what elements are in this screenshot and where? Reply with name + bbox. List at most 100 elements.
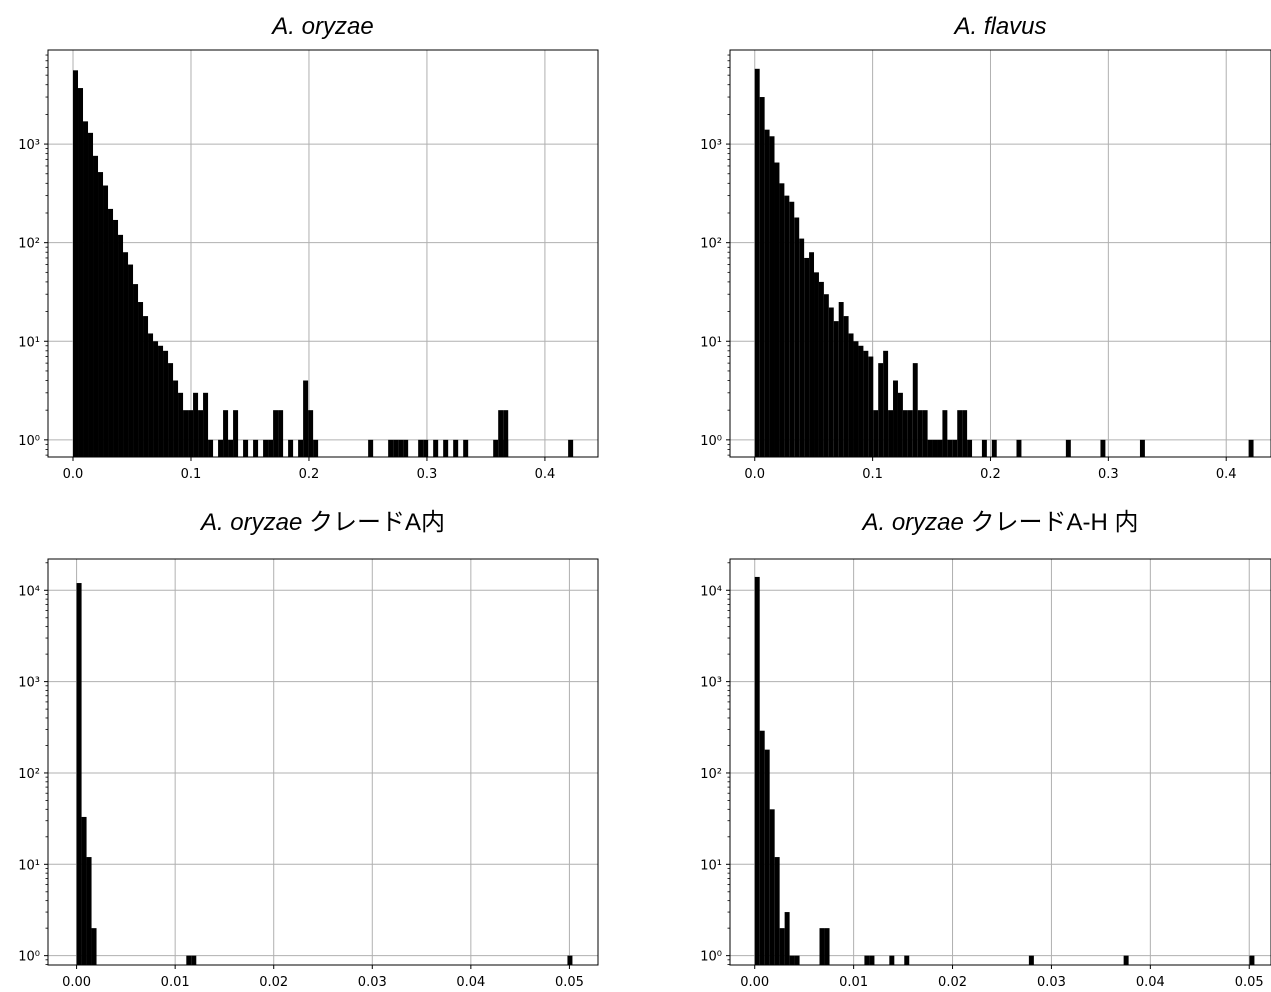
histogram-bar-1-9 <box>118 234 124 457</box>
histogram-bar-2-12 <box>814 272 819 457</box>
y-tick-label-4-4: 10⁴ <box>700 584 722 599</box>
histogram-bar-2-11 <box>809 252 815 457</box>
y-tick-label-1-2: 10² <box>18 237 40 252</box>
y-tick-label-3-4: 10⁴ <box>18 584 40 599</box>
histogram-bar-1-39 <box>298 439 304 457</box>
x-tick-label-2-3: 0.3 <box>1098 467 1119 482</box>
histogram-bar-2-21 <box>858 345 864 457</box>
histogram-bar-1-24 <box>193 392 199 457</box>
histogram-bar-1-17 <box>158 345 164 457</box>
histogram-bar-1-56 <box>503 410 509 457</box>
x-tick-label-4-0: 0.00 <box>740 975 769 990</box>
histogram-bar-1-4 <box>93 155 99 457</box>
histogram-bar-1-53 <box>463 439 469 457</box>
histogram-bar-1-27 <box>208 439 214 457</box>
histogram-bar-2-24 <box>873 410 879 457</box>
histogram-bar-1-55 <box>498 410 504 457</box>
histogram-bar-1-30 <box>228 439 234 457</box>
histogram-bar-2-41 <box>957 410 963 457</box>
histogram-bar-2-48 <box>1100 439 1106 457</box>
chart-panel-3: 0.00 0.01 0.02 0.03 0.04 0.05 10⁰ 10¹ 10² 10³ 10⁴ A… <box>18 509 599 990</box>
histogram-bar-3-3 <box>91 928 97 965</box>
histogram-bar-1-22 <box>183 410 189 457</box>
histogram-bar-4-10 <box>824 928 830 965</box>
histogram-bar-1-38 <box>288 439 294 457</box>
x-tick-label-3-3: 0.03 <box>358 975 387 990</box>
histogram-bar-2-17 <box>838 302 844 457</box>
histogram-bar-1-3 <box>88 132 94 458</box>
histogram-bar-4-14 <box>904 955 910 965</box>
histogram-bar-1-5 <box>98 172 104 458</box>
histogram-bar-1-36 <box>273 410 279 457</box>
histogram-bar-2-32 <box>912 363 918 457</box>
histogram-bar-2-8 <box>794 217 800 457</box>
histogram-bar-2-14 <box>823 294 829 457</box>
x-tick-label-3-5: 0.05 <box>555 975 584 990</box>
histogram-bar-3-4 <box>186 955 192 965</box>
histogram-bar-1-7 <box>108 208 114 457</box>
histogram-bar-1-21 <box>178 392 184 457</box>
histogram-bar-2-13 <box>818 281 824 457</box>
histogram-bar-1-37 <box>278 410 284 457</box>
histogram-bar-1-42 <box>313 439 319 457</box>
histogram-bar-4-5 <box>779 928 785 965</box>
histogram-bar-2-15 <box>828 307 834 457</box>
histogram-bar-4-2 <box>764 749 770 965</box>
x-tick-label-2-1: 0.1 <box>862 467 883 482</box>
histogram-bar-1-28 <box>218 439 224 457</box>
chart-panel-2: 0.0 0.1 0.2 0.3 0.4 10⁰ 10¹ 10² 10³ A. flavus <box>700 13 1271 482</box>
chart-title-3: A. oryzae クレードA内 <box>199 509 445 536</box>
histogram-bar-1-19 <box>168 363 174 457</box>
histogram-bar-2-0 <box>754 68 760 457</box>
x-tick-label-1-2: 0.2 <box>299 467 320 482</box>
histogram-bar-3-2 <box>86 857 92 965</box>
histogram-bar-1-40 <box>303 380 309 457</box>
histogram-bar-1-49 <box>423 439 429 457</box>
histogram-bar-2-2 <box>764 129 770 457</box>
histogram-bar-1-51 <box>443 439 449 457</box>
histogram-bar-4-13 <box>889 955 895 965</box>
histogram-bar-1-2 <box>83 121 89 458</box>
histogram-bar-4-1 <box>759 730 765 965</box>
histogram-bar-1-45 <box>393 439 399 457</box>
histogram-bar-2-28 <box>893 380 898 457</box>
histogram-bar-2-37 <box>937 439 943 457</box>
histogram-bar-1-54 <box>493 439 499 457</box>
x-tick-label-3-0: 0.00 <box>62 975 91 990</box>
histogram-bar-1-12 <box>133 284 139 457</box>
histogram-bar-2-3 <box>769 136 775 457</box>
histogram-bar-4-15 <box>1028 955 1034 965</box>
histogram-bar-2-50 <box>1248 439 1254 457</box>
histogram-bar-2-34 <box>922 410 928 457</box>
histogram-bar-2-36 <box>932 439 938 457</box>
histogram-bar-2-39 <box>947 439 953 457</box>
histogram-bar-2-33 <box>917 410 923 457</box>
histogram-bar-1-57 <box>503 439 509 457</box>
axes-frame-4 <box>729 558 1271 966</box>
chart-title-2: A. flavus <box>952 13 1046 40</box>
x-tick-label-3-1: 0.01 <box>161 975 190 990</box>
histogram-bar-2-42 <box>962 410 968 457</box>
y-tick-label-4-3: 10³ <box>700 676 722 691</box>
histogram-bar-2-30 <box>902 410 908 457</box>
x-tick-label-2-2: 0.2 <box>980 467 1001 482</box>
histogram-bar-1-10 <box>123 252 129 457</box>
histogram-bar-1-23 <box>188 410 194 457</box>
histogram-bar-1-58 <box>568 439 574 457</box>
histogram-bar-2-1 <box>759 97 765 457</box>
histogram-bar-2-46 <box>1016 439 1022 457</box>
histogram-bar-2-22 <box>863 350 869 457</box>
histogram-bar-1-25 <box>198 410 204 457</box>
histogram-bar-1-31 <box>233 410 239 457</box>
histogram-bar-1-8 <box>113 219 119 457</box>
histogram-bar-2-7 <box>789 201 795 457</box>
histogram-bar-1-20 <box>173 380 179 457</box>
chart-title-1: A. oryzae <box>270 13 373 40</box>
x-tick-label-3-2: 0.02 <box>259 975 288 990</box>
y-tick-label-2-3: 10³ <box>700 138 722 153</box>
histogram-bar-1-34 <box>263 439 269 457</box>
histogram-bar-2-19 <box>848 333 854 457</box>
x-tick-label-1-4: 0.4 <box>535 467 556 482</box>
histogram-bar-4-6 <box>784 912 790 965</box>
histogram-bar-4-7 <box>789 955 795 965</box>
